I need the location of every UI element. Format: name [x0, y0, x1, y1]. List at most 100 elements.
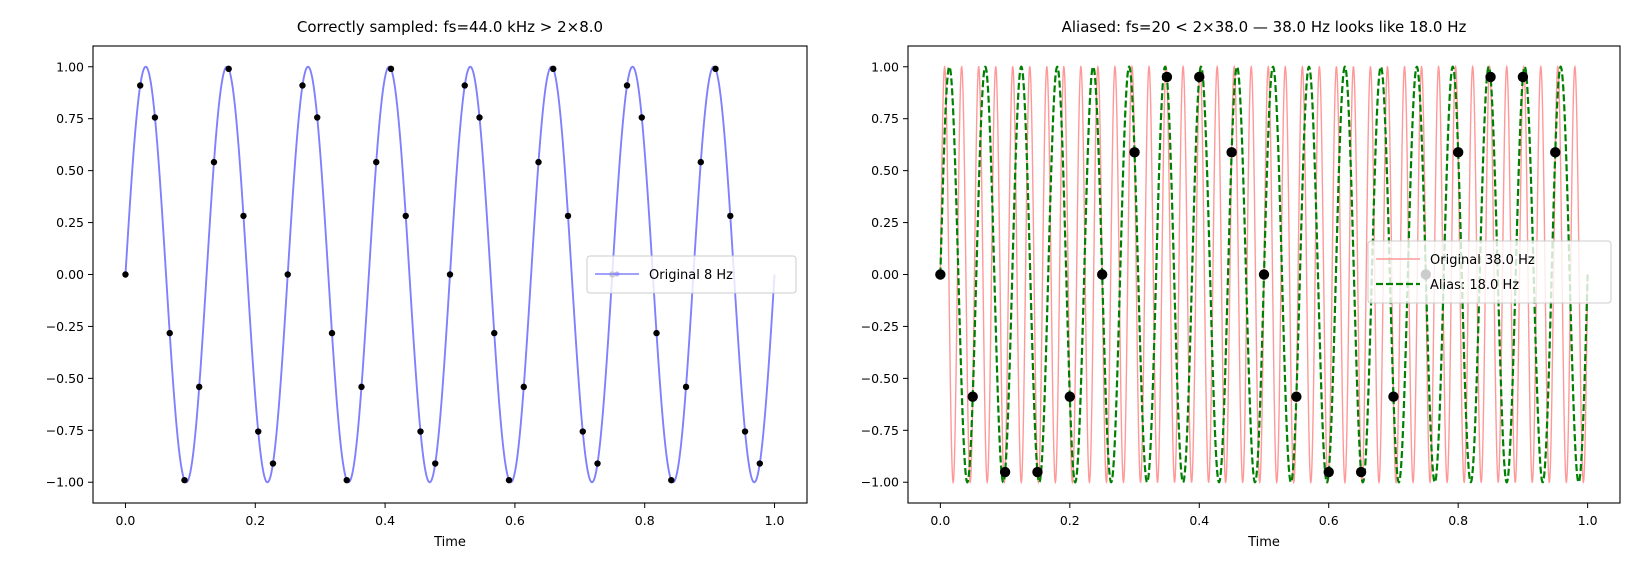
y-tick-label: 0.25: [871, 215, 899, 230]
sample-point: [1291, 391, 1302, 402]
sample-point: [668, 476, 675, 484]
sample-point: [535, 158, 542, 166]
legend: Original 38.0 Hz Alias: 18.0 Hz: [1367, 240, 1612, 304]
legend-marker: [614, 271, 620, 277]
y-tick-label: 0.75: [871, 111, 899, 126]
sample-point: [255, 428, 262, 435]
legend-box: [1367, 240, 1612, 304]
sample-point: [151, 114, 159, 121]
sample-point: [269, 460, 277, 467]
sample-point: [299, 82, 306, 89]
sample-point: [461, 82, 468, 89]
x-axis-label: Time: [1247, 535, 1280, 550]
sample-point: [196, 383, 203, 391]
y-tick-label: 0.25: [56, 215, 84, 230]
sample-point: [1323, 466, 1334, 478]
sample-point: [1485, 71, 1496, 83]
sample-point: [1096, 269, 1108, 280]
sample-point: [181, 476, 188, 484]
y-tick-label: 0.50: [56, 163, 84, 178]
y-tick-label: −0.25: [861, 319, 899, 334]
y-tick-label: 1.00: [56, 59, 84, 74]
sample-point: [999, 466, 1011, 478]
sample-point: [343, 476, 350, 484]
legend-box: [586, 255, 797, 294]
sample-point: [505, 476, 513, 484]
x-tick-label: 0.2: [1060, 513, 1080, 528]
x-tick-label: 0.4: [1189, 513, 1209, 528]
x-tick-label: 1.0: [765, 513, 785, 528]
legend-label-1: Original 38.0 Hz: [1430, 253, 1535, 268]
x-tick-label: 0.0: [116, 513, 136, 528]
sample-point: [653, 329, 660, 337]
sample-point: [137, 82, 144, 89]
sample-point: [623, 82, 631, 89]
sample-point: [284, 271, 291, 278]
x-tick-label: 1.0: [1578, 513, 1598, 528]
sample-point: [122, 271, 129, 278]
legend-label-1: Original 8 Hz: [649, 268, 733, 283]
y-tick-label: −0.50: [46, 371, 84, 386]
sample-point: [358, 383, 365, 391]
sample-point: [1064, 391, 1076, 402]
y-tick-label: 1.00: [871, 59, 899, 74]
sample-point: [1258, 269, 1270, 280]
sample-point: [1388, 391, 1399, 402]
sample-point: [1550, 147, 1561, 158]
sample-point: [550, 65, 557, 73]
sample-point: [476, 114, 483, 121]
sample-point: [564, 212, 572, 220]
sample-point: [967, 391, 978, 402]
x-tick-label: 0.2: [245, 513, 265, 528]
x-tick-label: 0.0: [930, 513, 950, 528]
x-tick-label: 0.8: [635, 513, 655, 528]
sample-point: [373, 158, 380, 166]
sample-point: [166, 329, 173, 337]
sample-point: [446, 271, 454, 278]
y-tick-label: −1.00: [861, 475, 899, 490]
sample-point: [1452, 147, 1464, 158]
y-tick-label: −1.00: [46, 475, 84, 490]
sample-point: [712, 65, 719, 73]
y-tick-label: 0.75: [56, 111, 84, 126]
y-tick-label: 0.00: [871, 267, 899, 282]
plot-area: [122, 65, 776, 484]
sample-point: [491, 329, 498, 337]
subplot-1: 0.0 0.2 0.4 0.6 0.8 1.0 −1.00 −0.75 −0.50 −0.25 0.…: [46, 18, 808, 550]
sample-point: [741, 428, 749, 435]
sample-point: [756, 460, 763, 467]
sample-point: [328, 329, 336, 337]
legend-label-2: Alias: 18.0 Hz: [1430, 278, 1519, 293]
sample-point: [1517, 71, 1529, 83]
sample-point: [402, 212, 409, 220]
sample-point: [727, 212, 734, 220]
sample-point: [1226, 147, 1237, 158]
sample-point: [417, 428, 424, 435]
x-tick-label: 0.8: [1448, 513, 1468, 528]
sample-point: [935, 269, 946, 280]
y-tick-label: −0.25: [46, 319, 84, 334]
chart-title: Correctly sampled: fs=44.0 kHz > 2×8.0: [297, 18, 603, 36]
sample-point: [1194, 71, 1205, 83]
sample-point: [579, 428, 586, 435]
y-tick-label: 0.50: [871, 163, 899, 178]
sample-point: [210, 158, 218, 166]
sample-point: [1355, 466, 1367, 478]
y-tick-label: −0.75: [861, 423, 899, 438]
chart-title: Aliased: fs=20 < 2×38.0 — 38.0 Hz looks …: [1062, 18, 1467, 36]
sample-point: [1129, 147, 1140, 158]
y-tick-label: −0.75: [46, 423, 84, 438]
x-tick-label: 0.6: [505, 513, 525, 528]
sample-point: [240, 212, 247, 220]
sample-point: [594, 460, 601, 467]
sample-point: [387, 65, 395, 73]
sample-point: [1161, 71, 1173, 83]
sample-point: [638, 114, 645, 121]
plot-area: [935, 64, 1589, 485]
sample-point: [225, 65, 232, 73]
sample-point: [682, 383, 690, 391]
sample-point: [432, 460, 439, 467]
x-axis-label: Time: [433, 535, 466, 550]
subplot-2: 0.0 0.2 0.4 0.6 0.8 1.0 −1.00 −0.75 −0.50 −0.25 0.…: [861, 18, 1621, 550]
